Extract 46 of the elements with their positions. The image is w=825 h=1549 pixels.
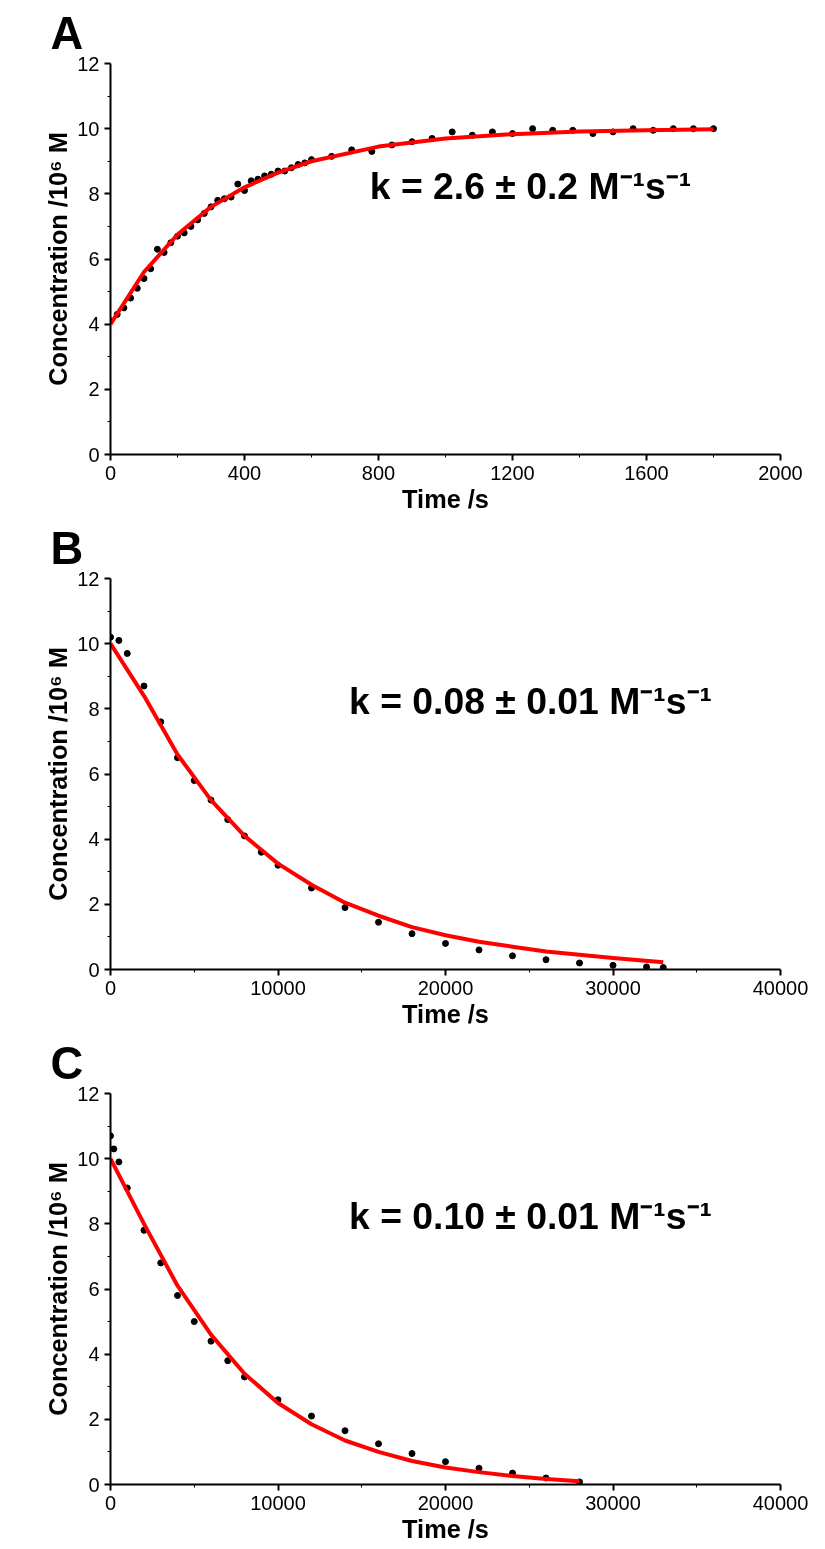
- x-tick-label: 400: [227, 461, 262, 484]
- y-tick-label: 12: [77, 52, 100, 75]
- y-tick-label: 4: [88, 828, 100, 851]
- y-tick-label: 4: [88, 313, 100, 336]
- y-tick-label: 12: [77, 1082, 100, 1105]
- x-tick-label: 20000: [417, 1491, 474, 1514]
- x-tick-label: 10000: [250, 1491, 306, 1514]
- x-tick-label: 2000: [758, 461, 803, 484]
- y-tick-label: 2: [88, 378, 100, 401]
- y-tick-label: 0: [88, 958, 100, 981]
- y-tick-label: 0: [88, 1473, 100, 1496]
- y-tick-label: 4: [88, 1343, 100, 1366]
- y-axis-title: Concentration /10⁶ M: [44, 132, 73, 386]
- x-tick-label: 30000: [585, 976, 641, 999]
- x-axis-title: Time /s: [402, 484, 489, 513]
- y-tick-label: 12: [77, 567, 100, 590]
- y-tick-label: 2: [88, 1408, 100, 1431]
- y-tick-label: 6: [88, 248, 100, 270]
- x-tick-label: 30000: [585, 1491, 641, 1514]
- y-tick-label: 10: [77, 632, 100, 655]
- x-tick-label: 0: [104, 976, 117, 999]
- y-axis-title: Concentration /10⁶ M: [44, 1162, 73, 1416]
- annotation: k = 2.6 ± 0.2 M⁻¹s⁻¹: [369, 165, 692, 208]
- x-tick-label: 1200: [490, 461, 535, 484]
- y-tick-label: 0: [88, 443, 100, 466]
- x-tick-label: 40000: [752, 976, 809, 999]
- x-tick-label: 40000: [752, 1491, 809, 1514]
- y-tick-label: 6: [88, 763, 100, 785]
- y-tick-label: 10: [77, 117, 100, 140]
- x-tick-label: 0: [104, 1491, 117, 1514]
- y-tick-label: 8: [88, 1212, 100, 1235]
- x-tick-label: 10000: [250, 976, 306, 999]
- y-tick-label: 6: [88, 1278, 100, 1300]
- x-tick-label: 800: [361, 461, 396, 484]
- x-tick-label: 0: [104, 461, 117, 484]
- x-tick-label: 20000: [417, 976, 474, 999]
- annotation: k = 0.08 ± 0.01 M⁻¹s⁻¹: [349, 680, 712, 723]
- x-axis-title: Time /s: [402, 999, 489, 1028]
- y-tick-label: 2: [88, 893, 100, 916]
- x-axis-title: Time /s: [402, 1514, 489, 1543]
- x-tick-label: 1600: [624, 461, 669, 484]
- annotation: k = 0.10 ± 0.01 M⁻¹s⁻¹: [349, 1195, 712, 1238]
- y-axis-title: Concentration /10⁶ M: [44, 647, 73, 901]
- y-tick-label: 10: [77, 1147, 100, 1170]
- y-tick-label: 8: [88, 182, 100, 205]
- y-tick-label: 8: [88, 697, 100, 720]
